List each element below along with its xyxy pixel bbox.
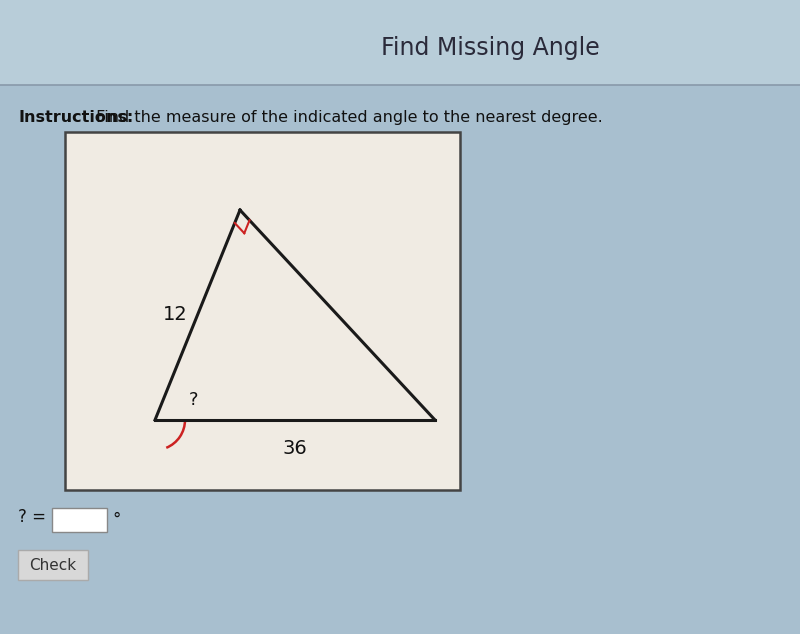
Text: 36: 36: [282, 439, 307, 458]
Text: °: °: [112, 511, 120, 529]
Text: 12: 12: [163, 306, 188, 325]
Bar: [65, 132, 460, 490]
Bar: [52, 508, 107, 532]
Bar: [18, 550, 88, 580]
Text: Find Missing Angle: Find Missing Angle: [381, 36, 599, 60]
Text: Find the measure of the indicated angle to the nearest degree.: Find the measure of the indicated angle …: [91, 110, 602, 125]
Text: ? =: ? =: [18, 508, 46, 526]
Bar: [0, 0, 800, 85]
Text: Check: Check: [30, 557, 77, 573]
Text: Instructions:: Instructions:: [18, 110, 134, 125]
Text: ?: ?: [188, 391, 198, 409]
